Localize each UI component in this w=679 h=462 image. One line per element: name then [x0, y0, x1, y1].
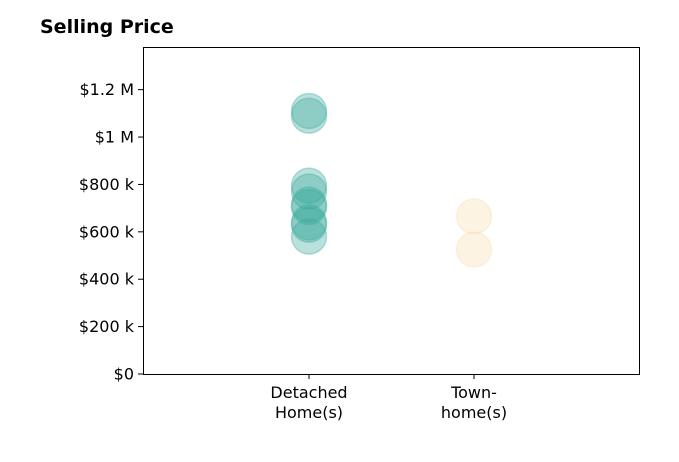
marks-layer — [290, 92, 493, 268]
plot-frame — [143, 47, 640, 375]
y-tick-label: $1.2 M — [79, 80, 134, 99]
y-tick-label: $600 k — [79, 222, 135, 241]
x-tick-label-line: Home(s) — [275, 403, 343, 422]
x-tick-label-line: Detached — [270, 383, 347, 402]
data-point — [290, 167, 328, 204]
data-point — [290, 206, 328, 243]
data-point — [290, 186, 328, 223]
data-point — [455, 231, 493, 268]
data-point — [290, 204, 328, 241]
data-point — [290, 97, 328, 134]
y-tick-label: $1 M — [95, 128, 134, 147]
data-point — [290, 92, 328, 130]
x-tick-label: Town-home(s) — [441, 383, 507, 422]
chart-title: Selling Price — [40, 16, 174, 38]
y-tick-label: $200 k — [79, 317, 135, 336]
data-point — [290, 173, 328, 210]
x-tick-label: Detached Home(s) — [270, 383, 347, 422]
data-point — [290, 218, 328, 255]
x-axis: Detached Home(s) Town-home(s) — [270, 374, 507, 422]
y-tick-label: $800 k — [79, 175, 135, 194]
y-axis: $0 $200 k $400 k $600 k $800 k $1 M $1.2 M — [79, 80, 143, 384]
x-tick-label-line: Town- — [450, 383, 497, 402]
y-tick-label: $0 — [114, 365, 134, 384]
data-point — [290, 188, 328, 226]
y-tick-label: $400 k — [79, 270, 135, 289]
data-point — [455, 198, 493, 235]
x-tick-label-line: home(s) — [441, 403, 507, 422]
